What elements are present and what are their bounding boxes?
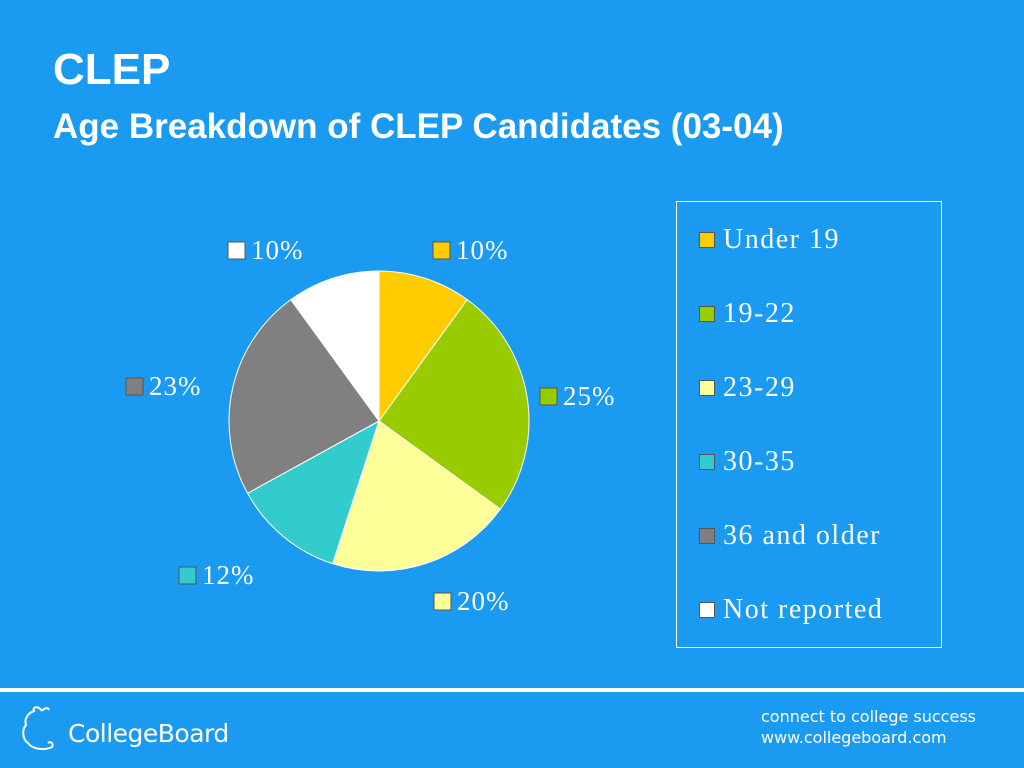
legend-label: 30-35 (723, 446, 796, 477)
pie-chart: 10% 25% 20% 12% 23% 10% (125, 235, 616, 616)
chart-subtitle: Age Breakdown of CLEP Candidates (03-04) (53, 107, 784, 146)
legend-label: 23-29 (723, 372, 796, 403)
footer-divider (0, 688, 1024, 692)
logo-text: CollegeBoard (68, 719, 229, 748)
pie-slice-19-22 (378, 298, 530, 510)
pie-slice-23-29 (332, 420, 502, 572)
legend: Under 19 19-22 23-29 30-35 36 and older Not r… (676, 201, 942, 648)
slice-label-swatch (227, 241, 246, 260)
slice-percent-label: 25% (563, 381, 616, 411)
slice-percent-label: 12% (202, 560, 255, 590)
slice-percent-label: 10% (456, 235, 509, 265)
acorn-icon (22, 706, 54, 751)
pie-slice-36-and-older (228, 298, 380, 494)
slice-percent-label: 23% (149, 371, 202, 401)
legend-label: Not reported (723, 594, 884, 625)
legend-swatch (699, 306, 715, 322)
slice-percent-label: 10% (251, 235, 304, 265)
legend-item: Not reported (699, 594, 883, 626)
slice-label-swatch (178, 566, 197, 585)
legend-item: Under 19 (699, 224, 840, 256)
legend-item: 23-29 (699, 372, 796, 404)
slice-label-swatch (539, 387, 558, 406)
website-link[interactable]: www.collegeboard.com (760, 728, 947, 747)
legend-swatch (699, 454, 715, 470)
page-title: CLEP (53, 45, 171, 94)
legend-label: 19-22 (723, 298, 796, 329)
slice-label-swatch (432, 241, 451, 260)
slice-label-swatch (125, 377, 144, 396)
pie-slice-30-35 (246, 419, 380, 565)
legend-swatch (699, 232, 715, 248)
pie-slice-not-reported (290, 270, 380, 423)
footer-tagline: connect to college success www.collegebo… (761, 706, 976, 748)
legend-label: 36 and older (723, 520, 881, 551)
tagline-text: connect to college success (760, 707, 976, 726)
legend-label: Under 19 (723, 224, 840, 255)
legend-item: 30-35 (699, 446, 796, 478)
collegeboard-logo: CollegeBoard (18, 703, 229, 753)
slice-label-swatch (433, 592, 452, 611)
legend-item: 36 and older (699, 520, 881, 552)
legend-swatch (699, 380, 715, 396)
legend-item: 19-22 (699, 298, 796, 330)
pie-slice-under-19 (378, 270, 468, 423)
slice-percent-label: 20% (457, 586, 510, 616)
legend-swatch (699, 528, 715, 544)
legend-swatch (699, 602, 715, 618)
